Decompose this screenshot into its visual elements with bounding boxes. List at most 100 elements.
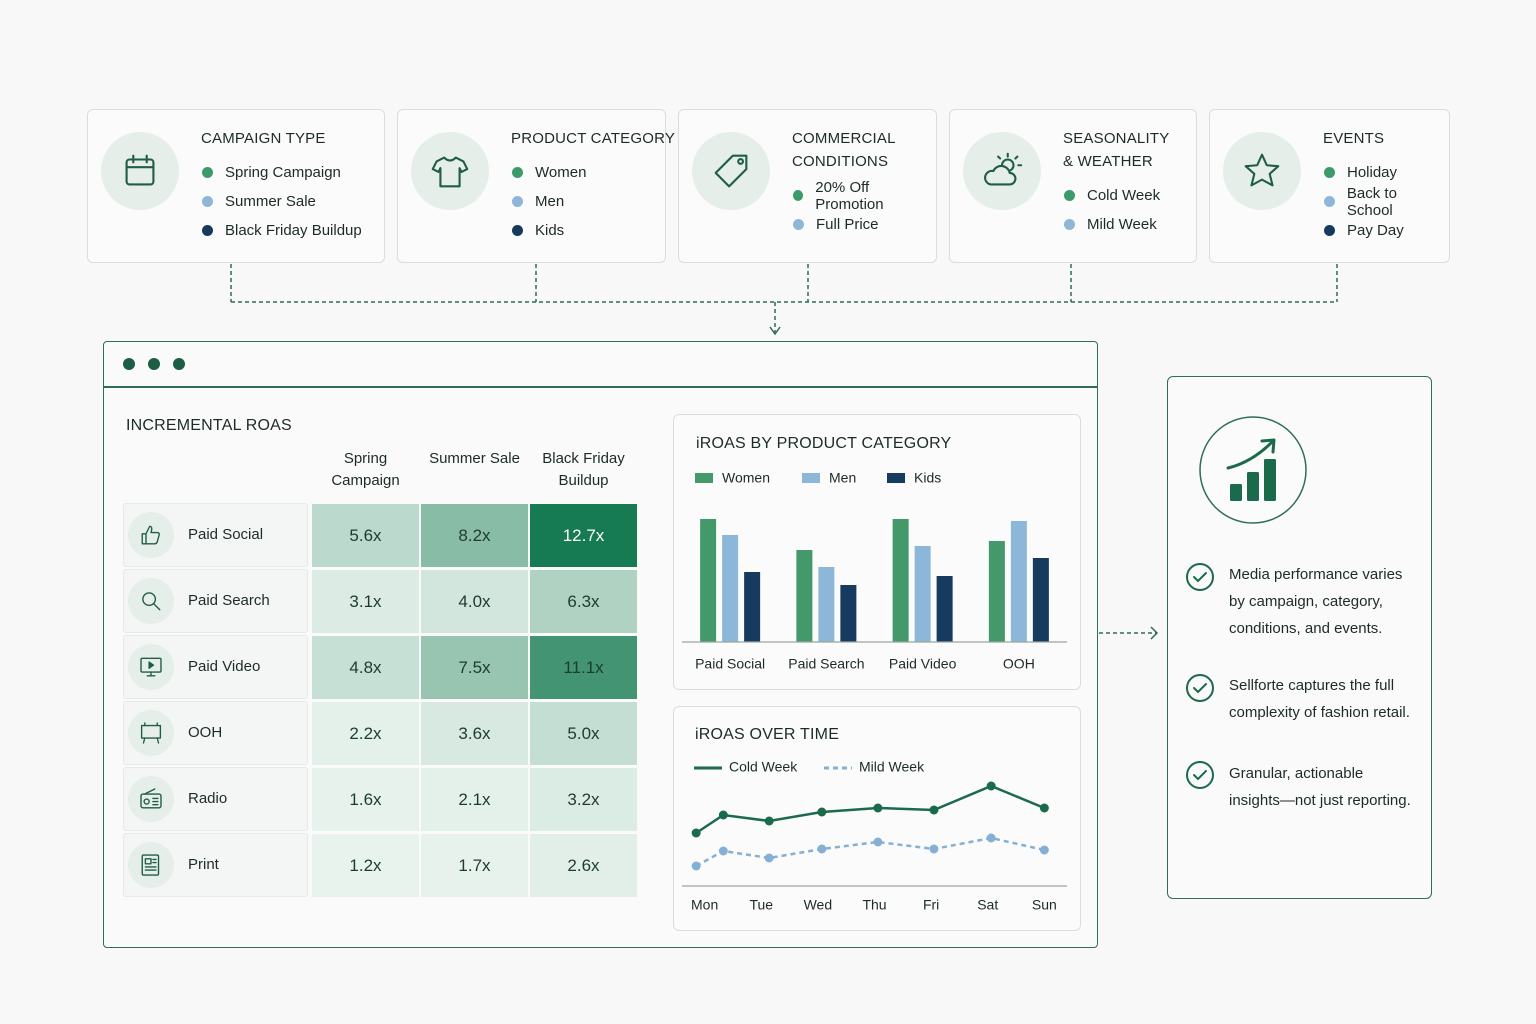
legend-dot (512, 167, 523, 178)
icon (128, 578, 174, 624)
legend-dot (1064, 219, 1075, 230)
icon-part (737, 157, 745, 165)
icon-part (140, 657, 162, 677)
cell-label: 12.7x (562, 525, 605, 545)
legend-dot (1064, 190, 1075, 201)
insight-icon-arrow (1226, 440, 1274, 470)
legend-dot (793, 190, 804, 201)
icon-part (140, 724, 162, 739)
chart-title: iROAS BY PRODUCT CATEGORY (696, 435, 952, 452)
cell-label: 11.1x (563, 657, 604, 677)
cell-label: 3.1x (349, 591, 382, 611)
cell-label: 1.6x (349, 789, 382, 809)
filter-item-label: Back to School (1346, 184, 1397, 219)
filter-title: PRODUCT CATEGORY (511, 130, 676, 147)
table-title: INCREMENTAL ROAS (126, 417, 292, 434)
filter-content: PRODUCT CATEGORY Women Men Kids (511, 127, 675, 245)
filter-title: SEASONALITY & WEATHER (1063, 130, 1170, 170)
icon (1223, 132, 1301, 210)
cell-label: 3.6x (458, 723, 491, 743)
icon (128, 710, 174, 756)
icon-part (714, 154, 748, 188)
cell-label: 1.2x (349, 855, 382, 875)
bar (988, 541, 1005, 642)
x-tick-label: Paid Social (695, 656, 765, 672)
icon (963, 132, 1041, 210)
icon-part (984, 152, 1023, 186)
check-icon (1186, 761, 1214, 789)
filter-item: Kids (511, 216, 662, 245)
icon-part (125, 158, 155, 186)
filter-item: Back to School (1323, 184, 1446, 219)
filter-item-label: Holiday (1347, 164, 1398, 181)
cell-label: 2.1x (458, 789, 491, 809)
icon-part (141, 854, 160, 876)
x-tick-label: Fri (923, 897, 939, 913)
heatmap-cell: 8.2x (421, 504, 528, 567)
icon-part (984, 164, 1017, 186)
filter-item: 20% Off Promotion (792, 179, 933, 213)
chart-title: iROAS OVER TIME (695, 726, 839, 743)
bar (796, 550, 813, 642)
point (929, 844, 939, 854)
icon-part (152, 602, 161, 611)
heatmap-cell: 12.7x (530, 504, 637, 567)
icon (128, 644, 174, 690)
cell-label: 4.8x (349, 657, 382, 677)
heatmap-cell: 1.6x (312, 768, 419, 831)
icon-part (140, 793, 162, 809)
point (929, 805, 939, 815)
legend-dot (1324, 167, 1335, 178)
heatmap-cell: 4.0x (421, 570, 528, 633)
point (873, 837, 883, 847)
icon-part (1244, 153, 1280, 187)
legend-label: Kids (914, 470, 941, 486)
filter-item: Pay Day (1323, 216, 1446, 245)
x-tick-label: Paid Video (889, 656, 957, 672)
icon (128, 776, 174, 822)
check-icon (1186, 674, 1214, 702)
legend-dot (202, 225, 213, 236)
cell-label: 7.5x (458, 657, 491, 677)
column-header: Spring Campaign (331, 450, 400, 489)
point (691, 861, 701, 871)
point (718, 846, 728, 856)
legend-dot (202, 167, 213, 178)
point (986, 833, 996, 843)
icon-part (141, 525, 160, 545)
point (986, 781, 996, 791)
check-icon (1193, 683, 1207, 694)
icon-part (1244, 153, 1280, 187)
legend-label: Mild Week (859, 759, 925, 775)
x-tick-label: Wed (804, 897, 833, 913)
window-dot (123, 358, 135, 370)
point (873, 803, 883, 813)
cell-label: 2.2x (349, 723, 382, 743)
icon-part (142, 592, 161, 611)
filter-content: SEASONALITY & WEATHER Cold Week Mild Week (1063, 127, 1193, 239)
cell-label: 5.6x (349, 525, 382, 545)
check-icon (1193, 770, 1207, 781)
point (764, 816, 774, 826)
x-tick-label: OOH (1003, 656, 1035, 672)
legend-label: Cold Week (729, 759, 798, 775)
x-tick-label: Mon (691, 897, 718, 913)
window-header-line (104, 386, 1097, 388)
filter-item-label: Summer Sale (225, 193, 316, 210)
heatmap-cell: 2.6x (530, 834, 637, 897)
bar (744, 572, 761, 642)
cell-label: 6.3x (567, 591, 600, 611)
check-icon (1186, 563, 1214, 591)
cell-label: 1.7x (458, 855, 491, 875)
filter-item-label: Kids (535, 222, 565, 239)
filter-content: EVENTS Holiday Back to School Pay Day (1323, 127, 1446, 245)
point (1039, 845, 1049, 855)
icon-part (148, 661, 155, 669)
filter-item-label: Mild Week (1087, 216, 1157, 233)
heatmap-cell: 5.0x (530, 702, 637, 765)
legend-dot (512, 225, 523, 236)
bar (1010, 521, 1027, 642)
series-line (695, 836, 1045, 868)
cell-label: 2.6x (567, 855, 600, 875)
